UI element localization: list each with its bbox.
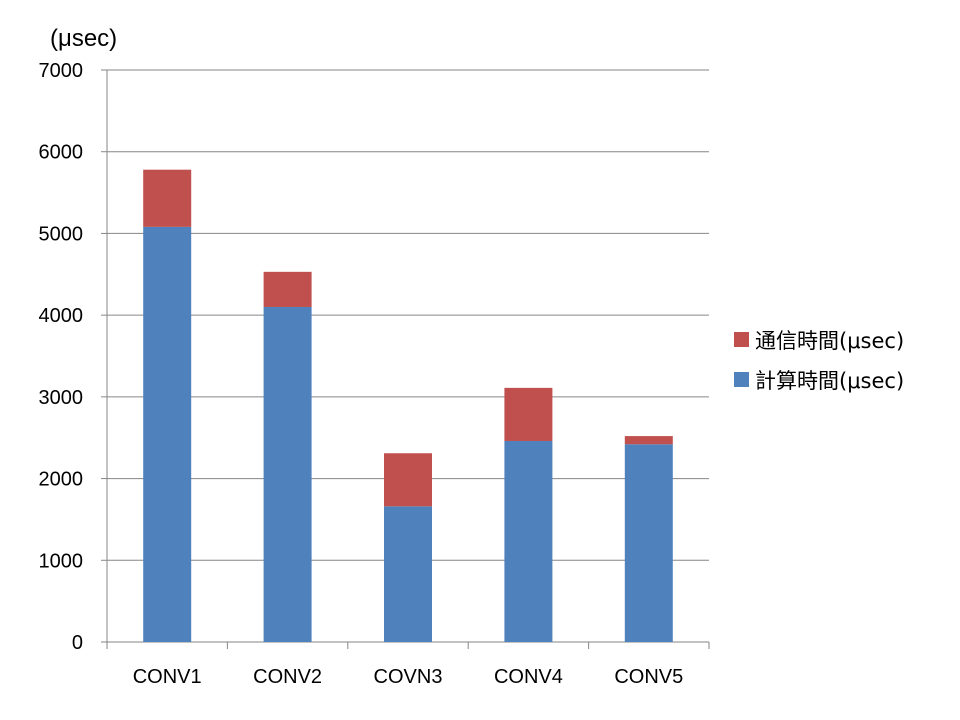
bar-segment-series-0-conv5 bbox=[624, 444, 673, 642]
bar-segment-series-1-conv5 bbox=[624, 436, 673, 445]
legend-label: 計算時間(μsec) bbox=[755, 369, 904, 393]
x-tick-label: CONV2 bbox=[253, 666, 322, 688]
bar-segment-series-1-conv1 bbox=[143, 169, 192, 227]
y-tick-label: 6000 bbox=[39, 142, 84, 164]
x-tick-label: CONV1 bbox=[133, 666, 202, 688]
y-tick-label: 1000 bbox=[39, 550, 84, 572]
y-axis-unit-label: (μsec) bbox=[50, 25, 117, 52]
y-tick-label: 4000 bbox=[39, 305, 84, 327]
y-tick-label: 3000 bbox=[39, 387, 84, 409]
bar-segment-series-1-conv4 bbox=[504, 387, 553, 441]
bars bbox=[143, 169, 673, 643]
bar-segment-series-0-conv2 bbox=[263, 306, 312, 642]
bar-segment-series-0-conv1 bbox=[143, 226, 192, 643]
gridlines bbox=[107, 69, 709, 561]
bar-segment-series-1-conv2 bbox=[263, 271, 312, 307]
x-tick-label: CONV4 bbox=[494, 666, 563, 688]
bar-segment-series-0-conv4 bbox=[504, 440, 553, 642]
x-tick-label: CONV5 bbox=[614, 666, 683, 688]
legend-swatch bbox=[734, 332, 749, 347]
tick-labels: 0 1000 2000 3000 4000 5000 6000 7000 CONV1 CONV2 C… bbox=[39, 60, 684, 688]
bar-segment-series-1-covn3 bbox=[384, 453, 432, 507]
bar-segment-series-0-covn3 bbox=[384, 506, 432, 642]
y-tick-label: 7000 bbox=[39, 60, 84, 82]
y-tick-label: 5000 bbox=[39, 223, 84, 245]
y-tick-label: 2000 bbox=[39, 469, 84, 491]
legend-swatch bbox=[734, 372, 749, 387]
x-tick-label: COVN3 bbox=[374, 666, 443, 688]
legend-label: 通信時間(μsec) bbox=[755, 329, 904, 353]
y-tick-label: 0 bbox=[72, 632, 83, 654]
legend: 通信時間(μsec) 計算時間(μsec) bbox=[734, 329, 904, 393]
